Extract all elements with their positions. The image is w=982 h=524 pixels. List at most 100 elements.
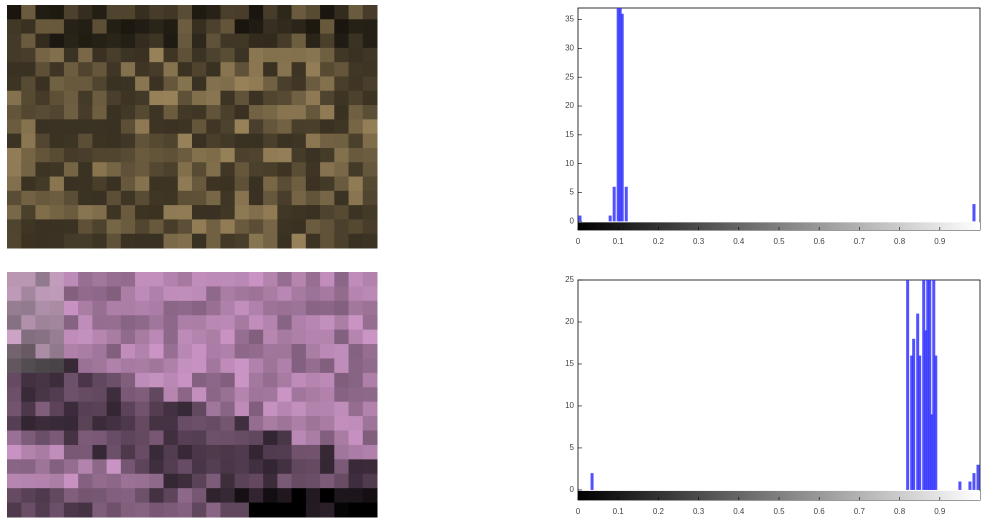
x-tick-label: 0.6 (814, 237, 826, 246)
pixel (248, 176, 264, 192)
pixel (135, 190, 150, 206)
pixel (92, 416, 108, 432)
pixel (277, 147, 293, 163)
pixel (220, 401, 236, 417)
pixel (35, 444, 51, 460)
y-tick-label: 20 (565, 317, 574, 326)
pixel (277, 176, 293, 192)
pixel (49, 358, 65, 374)
pixel (21, 488, 36, 504)
pixel (220, 147, 236, 163)
pixel (206, 190, 221, 206)
pixel (334, 358, 350, 374)
pixel (49, 119, 65, 135)
pixel (234, 162, 250, 178)
pixel (248, 401, 264, 417)
pixel (21, 372, 36, 388)
pixel (248, 344, 264, 359)
pixel (263, 473, 278, 489)
pixel (305, 286, 321, 302)
pixel (206, 76, 221, 92)
pixel (163, 416, 179, 432)
pixel (163, 62, 179, 77)
pixel (149, 401, 165, 417)
pixel (149, 444, 165, 460)
pixel (135, 329, 150, 345)
pixel (305, 47, 321, 63)
pixel (92, 444, 108, 460)
pixel (291, 47, 307, 63)
pixel (21, 205, 36, 220)
pixel (234, 272, 250, 287)
pixel (149, 190, 165, 206)
pixel (248, 47, 264, 63)
pixel (7, 76, 22, 92)
pixel (21, 286, 36, 302)
pixel (35, 502, 51, 518)
bar (906, 280, 910, 490)
y-tick-label: 20 (565, 101, 574, 110)
pixel (234, 372, 250, 388)
pixel (49, 401, 65, 417)
pixel (248, 300, 264, 316)
pixel (49, 286, 65, 302)
pixel (305, 119, 321, 135)
pixel (248, 133, 264, 149)
pixel (277, 444, 293, 460)
pixel (163, 90, 179, 106)
pixel (248, 205, 264, 220)
pixel (106, 119, 122, 135)
pixel (7, 176, 22, 192)
pixel (163, 300, 179, 316)
pixel (192, 401, 207, 417)
pixel (263, 62, 278, 77)
pixel (320, 5, 335, 20)
pixel (63, 387, 79, 403)
pixel (220, 430, 236, 446)
pixel (49, 90, 65, 106)
pixel (263, 233, 278, 249)
pixel (49, 176, 65, 192)
pixel (220, 459, 236, 475)
pixel (7, 205, 22, 220)
pixel (149, 90, 165, 106)
pixel (163, 459, 179, 475)
pixel (291, 387, 307, 403)
pixel (35, 162, 51, 178)
pixel (248, 488, 264, 504)
pixel (106, 286, 122, 302)
x-tick-label: 0.2 (653, 507, 665, 516)
pixel (334, 344, 350, 359)
pixel (163, 162, 179, 178)
pixel (7, 488, 22, 504)
pixel (291, 190, 307, 206)
pixel (35, 358, 51, 374)
pixel (362, 90, 378, 106)
x-tick-label: 0.9 (934, 507, 946, 516)
bar (972, 473, 976, 490)
pixel (177, 416, 193, 432)
pixel (21, 358, 36, 374)
pixel (348, 133, 364, 149)
pixel (334, 119, 350, 135)
pixel (277, 358, 293, 374)
pixel (291, 233, 307, 249)
pixel (263, 502, 278, 518)
pixel (320, 444, 335, 460)
pixel (177, 358, 193, 374)
pixel (320, 300, 335, 316)
pixel (163, 372, 179, 388)
pixel (220, 344, 236, 359)
pixel (277, 162, 293, 178)
pixel (192, 19, 207, 35)
pixel (135, 344, 150, 359)
pixel (192, 5, 207, 20)
pixel (120, 401, 136, 417)
pixel (92, 488, 108, 504)
pixel (21, 47, 36, 63)
pixel (348, 444, 364, 460)
pixel (206, 176, 221, 192)
pixel (120, 219, 136, 235)
pixel (206, 133, 221, 149)
pixel (135, 205, 150, 220)
